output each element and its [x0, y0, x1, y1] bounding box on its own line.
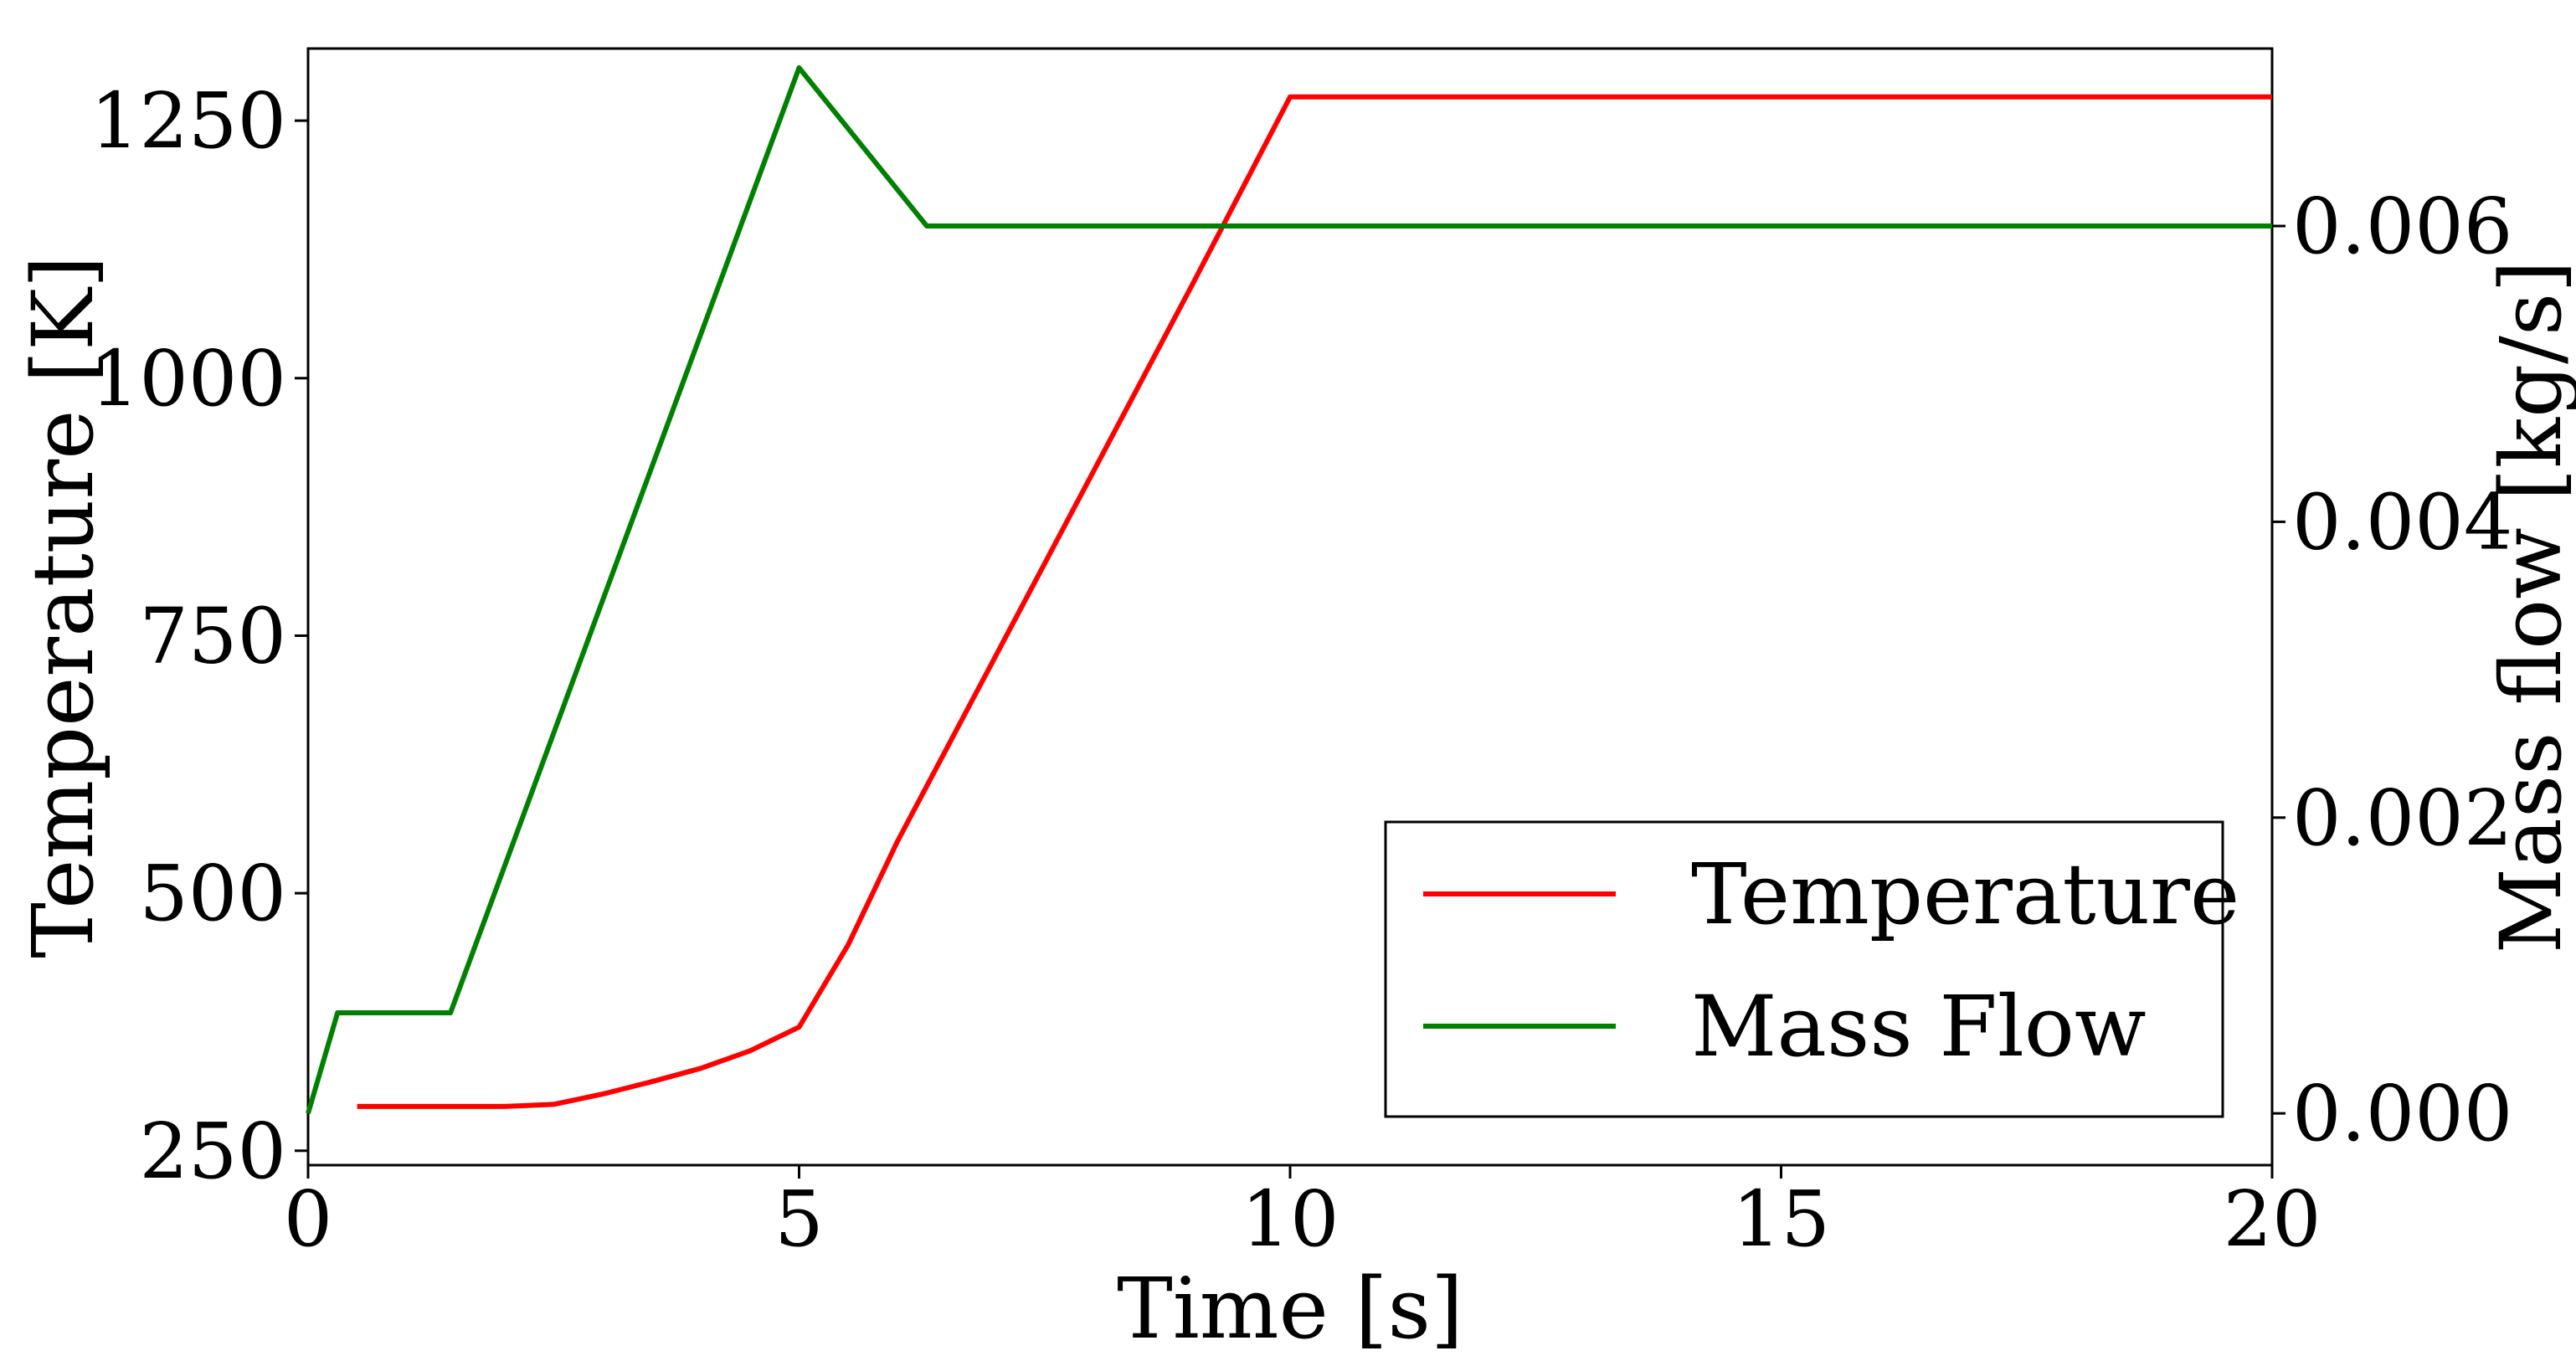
legend-box — [1384, 820, 2224, 1118]
x-tick-label: 10 — [1241, 1174, 1339, 1264]
right-y-axis-label: Mass flow [kg/s] — [2482, 260, 2576, 953]
left-y-tick-label: 1250 — [90, 76, 286, 166]
x-axis-ticks: 0 5 10 15 20 — [284, 1165, 2321, 1264]
x-tick-label: 20 — [2223, 1174, 2321, 1264]
x-tick-label: 0 — [284, 1174, 333, 1264]
right-y-tick-label: 0.004 — [2292, 477, 2512, 567]
legend: Temperature Mass Flow — [1384, 820, 2239, 1118]
series-line-temperature — [357, 94, 2272, 1109]
x-tick-label: 5 — [774, 1174, 824, 1264]
left-y-axis-label: Temperature [K] — [14, 255, 112, 958]
x-tick-label: 15 — [1732, 1174, 1830, 1264]
x-axis-label: Time [s] — [1117, 1260, 1463, 1358]
left-y-tick-label: 250 — [139, 1107, 286, 1196]
legend-mass-flow-label: Mass Flow — [1691, 978, 2147, 1076]
series-group — [306, 65, 2272, 1115]
right-y-axis-ticks: 0.000 0.002 0.004 0.006 — [2272, 182, 2512, 1158]
series-line-mass-flow — [306, 65, 2272, 1115]
left-y-tick-label: 750 — [139, 591, 286, 680]
legend-temperature-label: Temperature — [1691, 845, 2239, 943]
left-y-tick-label: 1000 — [90, 334, 286, 424]
right-y-tick-label: 0.002 — [2292, 773, 2512, 863]
left-y-tick-label: 500 — [139, 849, 286, 938]
left-y-axis-ticks: 250 500 750 1000 1250 — [90, 76, 308, 1196]
right-y-tick-label: 0.000 — [2292, 1069, 2512, 1158]
right-y-tick-label: 0.006 — [2292, 182, 2512, 271]
